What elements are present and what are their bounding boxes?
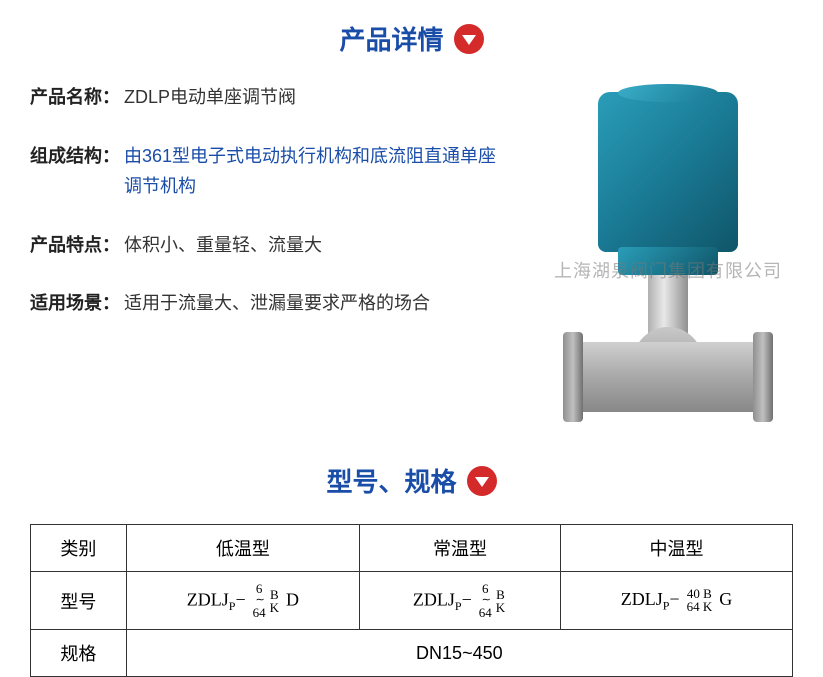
details-body: 产品名称： ZDLP电动单座调节阀 组成结构： 由361型电子式电动执行机构和底… [30, 82, 793, 432]
table-header-row: 类别 低温型 常温型 中温型 [31, 525, 793, 572]
table-model-row: 型号 ZDLJP− 6∼64BK D ZDLJP− 6∼64BK ZDLJP− … [31, 572, 793, 630]
detail-value: 由361型电子式电动执行机构和底流阻直通单座调节机构 [120, 141, 513, 202]
valve-actuator-icon [598, 92, 738, 252]
detail-row-application: 适用场景： 适用于流量大、泄漏量要求严格的场合 [30, 288, 513, 319]
model-midtemp: ZDLJP− 40 B64 K G [560, 572, 792, 630]
details-title: 产品详情 [339, 20, 443, 57]
detail-label: 产品特点： [30, 230, 120, 261]
detail-label: 组成结构： [30, 141, 120, 202]
detail-row-structure: 组成结构： 由361型电子式电动执行机构和底流阻直通单座调节机构 [30, 141, 513, 202]
table-spec-row: 规格 DN15~450 [31, 630, 793, 677]
specs-header: 型号、规格 [30, 462, 793, 499]
valve-collar-icon [618, 247, 718, 275]
detail-value: ZDLP电动单座调节阀 [120, 82, 296, 113]
detail-value: 适用于流量大、泄漏量要求严格的场合 [120, 288, 430, 319]
col-category: 类别 [31, 525, 127, 572]
model-normtemp: ZDLJP− 6∼64BK [360, 572, 561, 630]
spec-table: 类别 低温型 常温型 中温型 型号 ZDLJP− 6∼64BK D ZDLJP−… [30, 524, 793, 677]
spec-row-label: 规格 [31, 630, 127, 677]
detail-row-name: 产品名称： ZDLP电动单座调节阀 [30, 82, 513, 113]
chevron-down-icon [467, 466, 497, 496]
detail-label: 产品名称： [30, 82, 120, 113]
product-image: 上海湖泉阀门集团有限公司 [543, 82, 793, 432]
details-list: 产品名称： ZDLP电动单座调节阀 组成结构： 由361型电子式电动执行机构和底… [30, 82, 523, 432]
valve-body-icon [568, 342, 768, 412]
model-row-label: 型号 [31, 572, 127, 630]
col-midtemp: 中温型 [560, 525, 792, 572]
spec-value: DN15~450 [126, 630, 792, 677]
detail-value: 体积小、重量轻、流量大 [120, 230, 322, 261]
specs-title: 型号、规格 [326, 462, 456, 499]
detail-row-features: 产品特点： 体积小、重量轻、流量大 [30, 230, 513, 261]
col-lowtemp: 低温型 [126, 525, 359, 572]
details-header: 产品详情 [30, 20, 793, 57]
chevron-down-icon [454, 24, 484, 54]
col-normtemp: 常温型 [360, 525, 561, 572]
model-lowtemp: ZDLJP− 6∼64BK D [126, 572, 359, 630]
detail-label: 适用场景： [30, 288, 120, 319]
